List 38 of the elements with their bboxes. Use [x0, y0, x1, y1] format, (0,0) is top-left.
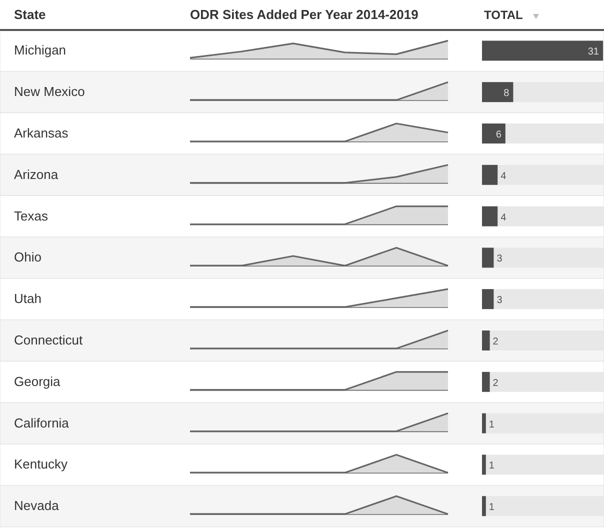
bar [482, 330, 490, 350]
data-label: 4 [500, 212, 507, 224]
y-axis-title: State [14, 7, 46, 22]
data-label: 8 [504, 88, 510, 100]
data-label: 31 [588, 46, 600, 58]
chart-title: TOTAL [484, 8, 523, 22]
data-label: 3 [496, 295, 503, 306]
bar [482, 164, 498, 185]
y-tick-label: Georgia [14, 374, 62, 389]
bar [482, 372, 490, 392]
bar [482, 206, 498, 226]
data-label: 2 [492, 336, 499, 348]
y-tick-label: Michigan [14, 42, 66, 58]
y-tick-label: New Mexico [14, 84, 85, 100]
bar [482, 248, 494, 268]
chart-title: ODR Sites Added Per Year 2014-2019 [190, 7, 418, 22]
y-tick-label: Texas [14, 208, 48, 224]
y-tick-label: Arizona [14, 166, 59, 182]
data-label: 6 [496, 130, 502, 140]
bar [482, 413, 486, 434]
y-tick-label: Ohio [14, 250, 42, 265]
y-tick-label: Nevada [14, 498, 60, 514]
bar [482, 496, 486, 516]
y-tick-label: Arkansas [14, 126, 69, 140]
y-tick-label: Utah [14, 291, 42, 306]
y-tick-label: California [14, 415, 70, 430]
y-tick-label: Connecticut [14, 332, 84, 348]
bar [482, 40, 603, 61]
bar [482, 124, 506, 144]
data-label: 1 [488, 460, 495, 472]
data-label: 2 [492, 378, 499, 389]
data-label: 4 [500, 170, 507, 182]
bar [482, 289, 494, 310]
bar [482, 454, 486, 475]
y-tick-label: Kentucky [14, 456, 68, 472]
data-label: 3 [496, 254, 503, 265]
data-label: 1 [488, 502, 495, 514]
data-label: 1 [488, 419, 495, 430]
